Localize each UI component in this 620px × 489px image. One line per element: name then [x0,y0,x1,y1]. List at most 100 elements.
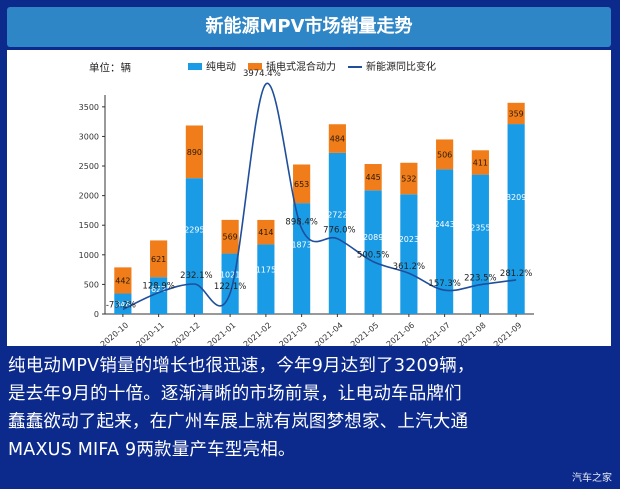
yoy-point-label: 122.1% [214,282,246,292]
bar-label-bev: 2089 [363,233,383,242]
chart-title: 新能源MPV市场销量走势 [205,16,413,37]
bar-phev [400,162,418,195]
bar-label-bev: 2023 [399,235,419,244]
yoy-point-label: 361.2% [393,262,425,272]
bar-label-bev: 1873 [291,240,311,249]
bar-label-phev: 411 [473,158,488,167]
bar-phev [257,219,275,245]
bar-label-phev: 569 [222,233,237,242]
legend-label-phev: 插电式混合动力 [266,60,336,73]
yoy-line-group: -73.2% 128.9% 232.1%122.1% 3974.4% 898.4% 776… [106,69,533,310]
yoy-point-label: 898.4% [285,217,317,227]
bar-bev [293,203,311,314]
bar-value-labels: 346 442 622 621 2295 890 1021 569 1175 414 1873 653… [115,109,526,308]
bar-label-phev: 890 [187,148,202,157]
yoy-point-label: 776.0% [323,226,355,236]
yoy-line-path [122,82,517,311]
bar-label-bev: 1175 [256,265,276,274]
bar-bev [114,293,132,314]
legend-label-yoy: 新能源同比变化 [366,60,436,73]
y-tick-label: 1000 [79,251,99,260]
caption-line-1: 纯电动MPV销量的增长也很迅速，今年9月达到了3209辆， [8,356,475,376]
bar-label-bev: 2722 [327,210,347,219]
legend-swatch-phev [248,63,262,70]
x-tick-label: 2020-10 [99,321,130,346]
y-tick-label: 2000 [79,192,99,201]
bar-label-phev: 484 [330,135,345,144]
bar-bev [400,194,418,314]
x-axis-ticks: 2020-10 2020-11 2020-12 2021-01 2021-02 2021-… [99,314,523,349]
caption: 纯电动MPV销量的增长也很迅速，今年9月达到了3209辆， 是去年9月的十倍。逐… [8,352,614,464]
x-tick-label: 2020-11 [135,321,166,346]
bar-bev [364,190,382,314]
bar-bev [185,178,203,314]
title-bar: 新能源MPV市场销量走势 [7,7,611,47]
x-tick-label: 2021-02 [242,321,273,346]
bar-phev [185,125,203,179]
bars [114,102,525,314]
y-tick-label: 500 [84,280,99,289]
bar-bev [471,174,489,314]
bar-phev [471,150,489,175]
yoy-point-label: 128.9% [142,282,174,292]
bar-bev [507,124,525,314]
bar-label-bev: 2355 [470,223,490,232]
x-tick-label: 2021-05 [349,321,380,346]
bar-bev [150,277,168,314]
bar-phev [507,102,525,125]
bar-label-bev: 3209 [506,193,526,202]
bar-phev [293,164,311,204]
x-tick-label: 2021-06 [385,321,416,346]
bar-label-phev: 532 [401,175,416,184]
bar-label-bev: 1021 [220,271,240,280]
x-tick-label: 2021-07 [421,321,452,346]
bar-phev [328,124,346,153]
bar-label-phev: 445 [365,173,380,182]
bar-phev [221,219,239,254]
unit-label: 单位：辆 [89,61,131,74]
x-tick-label: 2021-01 [206,321,237,346]
legend-label-bev: 纯电动 [206,60,236,73]
bar-label-phev: 442 [115,276,130,285]
bar-bev [257,244,275,314]
bar-label-bev: 622 [151,285,166,294]
bar-label-phev: 621 [151,255,166,264]
x-tick-label: 2021-08 [456,321,487,346]
x-tick-label: 2020-12 [170,321,201,346]
bar-label-bev: 346 [115,300,130,309]
bar-phev [364,164,382,191]
chart-panel: 单位：辆 纯电动 插电式混合动力 新能源同比变化 0 500 1000 1500 200… [7,50,611,349]
bar-bev [328,152,346,314]
legend: 纯电动 插电式混合动力 新能源同比变化 [188,60,436,73]
legend-swatch-bev [188,63,202,70]
x-tick-label: 2021-03 [278,321,309,346]
bar-bev [221,253,239,314]
y-tick-label: 3500 [79,103,99,112]
x-tick-label: 2021-04 [313,321,344,346]
bar-label-bev: 2295 [184,225,204,234]
yoy-point-label: 281.2% [500,269,532,279]
watermark: 汽车之家 [572,473,612,484]
caption-line-4: MAXUS MIFA 9两款量产车型亮相。 [8,440,296,460]
bar-bev [436,169,454,314]
y-tick-label: 2500 [79,162,99,171]
chart-svg: 单位：辆 纯电动 插电式混合动力 新能源同比变化 0 500 1000 1500 200… [79,60,534,349]
bar-phev [114,267,132,294]
bar-label-bev: 2443 [434,220,454,229]
x-tick-label: 2021-09 [492,321,523,346]
bar-label-phev: 506 [437,150,452,159]
yoy-point-label: 223.5% [464,274,496,284]
bar-label-phev: 414 [258,228,273,237]
yoy-point-label: 157.3% [428,279,460,289]
y-axis-ticks: 0 500 1000 1500 2000 2500 3000 3500 [79,103,105,319]
y-tick-label: 0 [94,310,99,319]
yoy-point-label: 3974.4% [243,69,281,79]
bar-label-phev: 359 [508,109,523,118]
caption-line-2: 是去年9月的十倍。逐渐清晰的市场前景，让电动车品牌们 [8,384,462,404]
yoy-point-label: -73.2% [106,300,136,310]
bar-phev [150,240,168,278]
y-tick-label: 1500 [79,221,99,230]
caption-line-3: 蠢蠢欲动了起来，在广州车展上就有岚图梦想家、上汽大通 [8,412,469,432]
yoy-point-label: 232.1% [180,271,212,281]
